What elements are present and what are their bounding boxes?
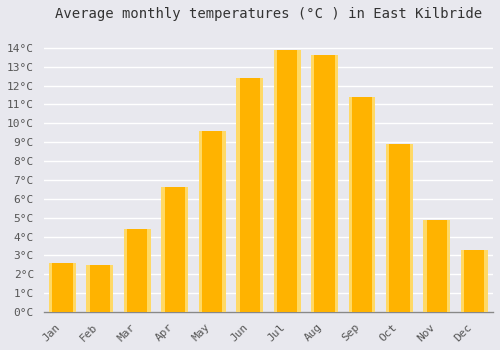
Bar xyxy=(352,97,372,312)
Bar xyxy=(464,250,484,312)
Bar xyxy=(240,78,260,312)
Bar xyxy=(52,263,72,312)
Bar xyxy=(386,144,413,312)
Title: Average monthly temperatures (°C ) in East Kilbride: Average monthly temperatures (°C ) in Ea… xyxy=(55,7,482,21)
Bar xyxy=(390,144,409,312)
Bar xyxy=(124,229,151,312)
Bar xyxy=(461,250,488,312)
Bar xyxy=(90,265,110,312)
Bar xyxy=(427,219,447,312)
Bar xyxy=(164,188,185,312)
Bar xyxy=(348,97,376,312)
Bar xyxy=(202,131,222,312)
Bar xyxy=(127,229,148,312)
Bar xyxy=(311,55,338,312)
Bar xyxy=(314,55,334,312)
Bar xyxy=(274,50,300,312)
Bar xyxy=(198,131,226,312)
Bar xyxy=(236,78,263,312)
Bar xyxy=(162,188,188,312)
Bar xyxy=(49,263,76,312)
Bar xyxy=(277,50,297,312)
Bar xyxy=(424,219,450,312)
Bar xyxy=(86,265,114,312)
